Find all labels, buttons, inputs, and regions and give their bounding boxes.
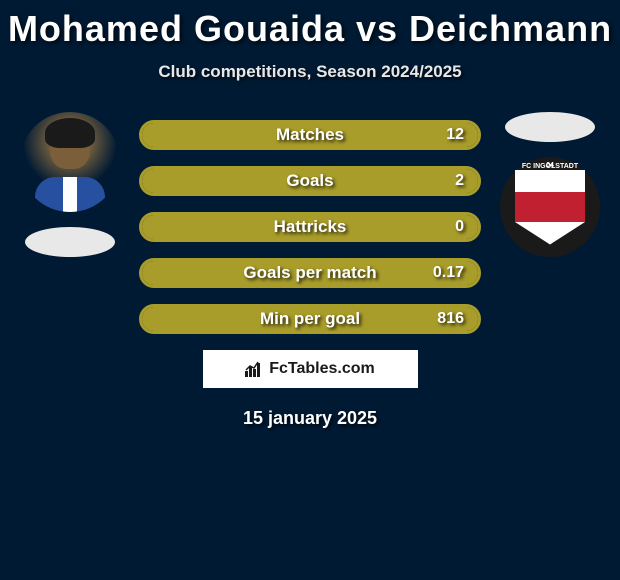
content-area: FC INGOLSTADT 04 Matches 12 Goals 2 Hattrick…: [0, 112, 620, 429]
stat-bar: Hattricks 0: [139, 212, 481, 242]
brand-chart-icon: [245, 361, 263, 377]
stat-value: 12: [446, 126, 464, 144]
stat-value: 0.17: [433, 264, 464, 282]
stat-label: Goals: [286, 171, 333, 191]
right-club-crest: FC INGOLSTADT 04: [500, 157, 600, 257]
stat-label: Min per goal: [260, 309, 360, 329]
match-title: Mohamed Gouaida vs Deichmann: [0, 0, 620, 50]
stat-value: 0: [455, 218, 464, 236]
stat-bar: Min per goal 816: [139, 304, 481, 334]
left-club-pill: [25, 227, 115, 257]
stat-value: 816: [437, 310, 464, 328]
stat-bar: Goals 2: [139, 166, 481, 196]
crest-text-bot: 04: [500, 162, 600, 249]
subtitle: Club competitions, Season 2024/2025: [0, 62, 620, 82]
stat-label: Matches: [276, 125, 344, 145]
stat-label: Goals per match: [243, 263, 376, 283]
stat-value: 2: [455, 172, 464, 190]
stat-label: Hattricks: [274, 217, 347, 237]
brand-label: FcTables.com: [269, 360, 375, 378]
left-player-block: [10, 112, 130, 257]
stat-bar: Goals per match 0.17: [139, 258, 481, 288]
right-player-block: FC INGOLSTADT 04: [490, 112, 610, 257]
brand-box[interactable]: FcTables.com: [203, 350, 418, 388]
stat-bar: Matches 12: [139, 120, 481, 150]
stats-list: Matches 12 Goals 2 Hattricks 0 Goals per match…: [139, 112, 481, 334]
left-player-photo: [20, 112, 120, 212]
right-club-pill: [505, 112, 595, 142]
left-player-jersey: [35, 177, 105, 212]
date-label: 15 january 2025: [0, 408, 620, 429]
